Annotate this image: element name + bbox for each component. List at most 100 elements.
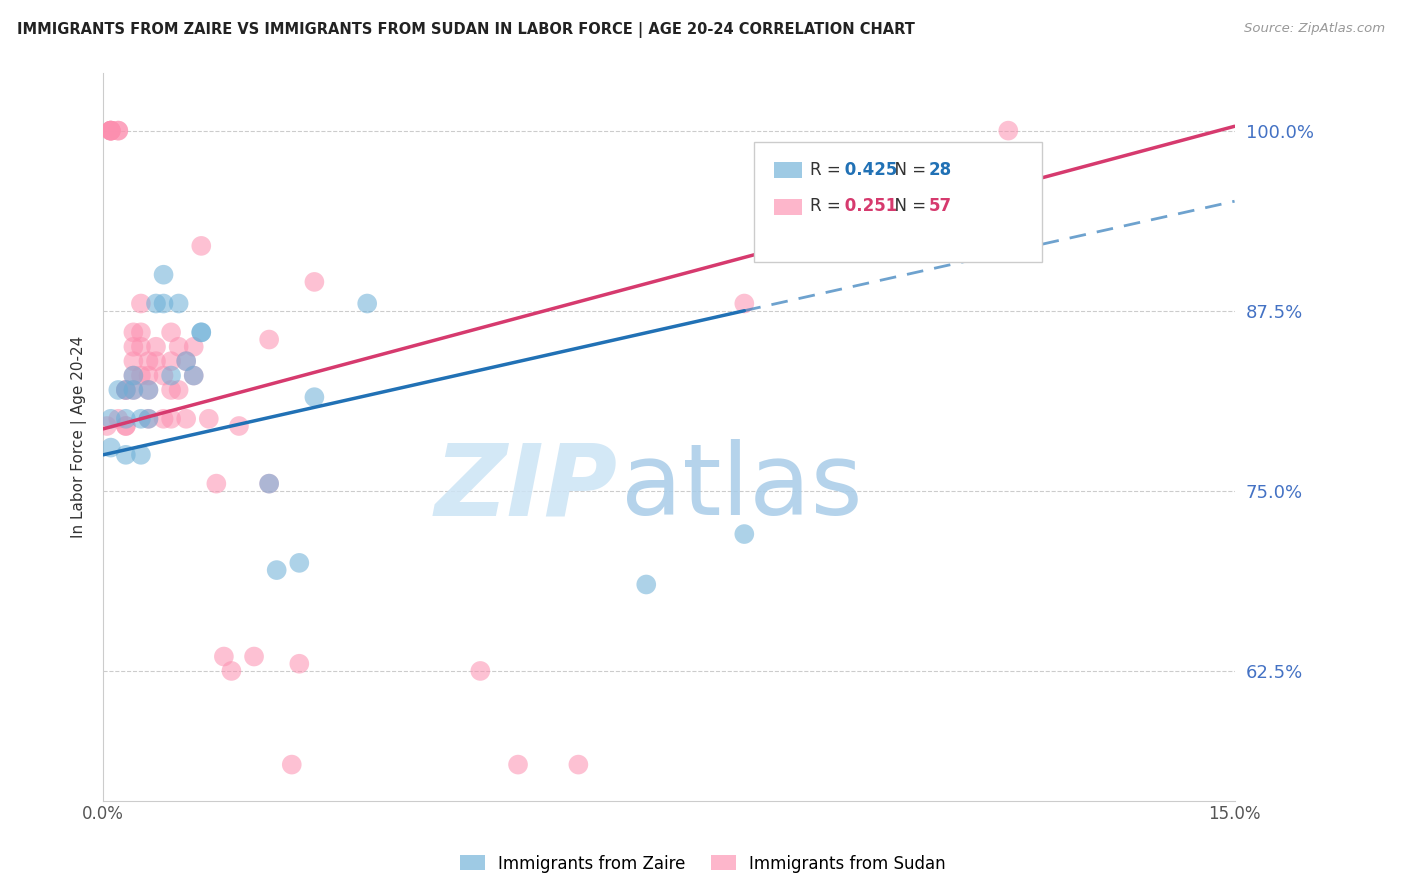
Point [122,383,145,397]
Point [160,368,183,383]
Point [174,354,197,368]
Text: atlas: atlas [621,439,863,536]
Point [212,649,235,664]
Point [733,296,755,310]
Bar [775,199,803,215]
Text: ZIP: ZIP [434,439,619,536]
Point [115,419,138,434]
Point [257,476,280,491]
FancyBboxPatch shape [754,142,1042,262]
Point [183,368,205,383]
Text: 28: 28 [929,161,952,178]
Point [257,476,280,491]
Point [190,326,212,340]
Point [129,448,152,462]
Point [100,411,122,425]
Point [304,275,326,289]
Point [152,296,174,310]
Point [129,326,152,340]
Point [107,383,129,397]
Text: IMMIGRANTS FROM ZAIRE VS IMMIGRANTS FROM SUDAN IN LABOR FORCE | AGE 20-24 CORREL: IMMIGRANTS FROM ZAIRE VS IMMIGRANTS FROM… [17,22,915,38]
Point [96,419,118,434]
Point [152,268,174,282]
Point [107,411,129,425]
Text: N =: N = [884,161,931,178]
Text: Source: ZipAtlas.com: Source: ZipAtlas.com [1244,22,1385,36]
Point [129,411,152,425]
Point [160,411,183,425]
Point [160,383,183,397]
Point [174,354,197,368]
Text: 57: 57 [929,197,952,215]
Text: N =: N = [884,197,931,215]
Legend: Immigrants from Zaire, Immigrants from Sudan: Immigrants from Zaire, Immigrants from S… [454,848,952,880]
Point [167,340,190,354]
Point [470,664,492,678]
Point [506,757,529,772]
Point [115,448,138,462]
Point [115,419,138,434]
Point [129,296,152,310]
Point [190,239,212,253]
Point [122,368,145,383]
Point [107,123,129,137]
Point [145,296,167,310]
Point [997,123,1019,137]
Point [183,340,205,354]
Point [138,411,160,425]
Point [205,476,228,491]
Point [115,383,138,397]
Point [115,411,138,425]
Point [100,123,122,137]
Point [356,296,378,310]
Point [115,383,138,397]
Bar [775,162,803,178]
Point [145,354,167,368]
Point [122,340,145,354]
Text: 0.425: 0.425 [838,161,897,178]
Point [190,326,212,340]
Point [138,368,160,383]
Point [100,123,122,137]
Text: 0.251: 0.251 [838,197,897,215]
Point [152,411,174,425]
Point [129,368,152,383]
Point [100,123,122,137]
Point [266,563,288,577]
Point [122,326,145,340]
Y-axis label: In Labor Force | Age 20-24: In Labor Force | Age 20-24 [72,335,87,538]
Point [138,411,160,425]
Point [122,383,145,397]
Point [167,296,190,310]
Point [107,123,129,137]
Point [183,368,205,383]
Text: R =: R = [810,197,846,215]
Point [636,577,658,591]
Point [567,757,589,772]
Point [174,411,197,425]
Point [100,441,122,455]
Point [129,340,152,354]
Point [160,326,183,340]
Point [100,123,122,137]
Point [122,354,145,368]
Point [100,123,122,137]
Point [198,411,221,425]
Point [733,527,755,541]
Text: R =: R = [810,161,846,178]
Point [243,649,266,664]
Point [167,383,190,397]
Point [221,664,243,678]
Point [257,333,280,347]
Point [288,657,311,671]
Point [228,419,250,434]
Point [160,354,183,368]
Point [138,383,160,397]
Point [304,390,326,404]
Point [288,556,311,570]
Point [122,368,145,383]
Point [152,368,174,383]
Point [115,383,138,397]
Point [138,354,160,368]
Point [281,757,304,772]
